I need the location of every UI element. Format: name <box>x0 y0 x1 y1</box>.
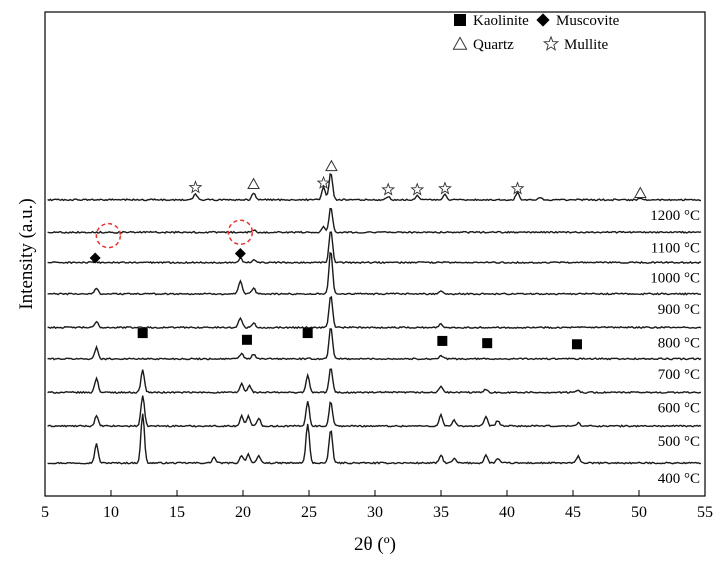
triangle-marker-8 <box>247 177 260 190</box>
x-tick-label-3: 20 <box>235 504 251 521</box>
x-tick-label-5: 30 <box>367 504 383 521</box>
temperature-labels: 400 °C 500 °C 600 °C 700 °C 800 °C 900 °C 1000… <box>650 208 700 487</box>
star-marker-13 <box>381 182 396 196</box>
series-line-7 <box>47 207 702 234</box>
series-label-5: 900 °C <box>658 302 700 318</box>
legend-symbol-diamond <box>536 13 550 27</box>
x-tick-label-9: 50 <box>631 504 647 521</box>
star-marker-12 <box>316 175 331 189</box>
legend-label-diamond: Muscovite <box>556 13 620 29</box>
square-marker-5 <box>571 339 582 350</box>
series-label-8: 1200 °C <box>650 208 700 224</box>
x-tick-label-1: 10 <box>103 504 119 521</box>
legend-label-triangle: Quartz <box>473 37 514 53</box>
x-tick-label-6: 35 <box>433 504 449 521</box>
highlight-circles <box>95 219 254 249</box>
star-marker-14 <box>410 182 425 196</box>
x-axis-ticks: 5 10 15 20 25 30 35 40 45 50 55 <box>41 490 713 521</box>
star-marker-16 <box>510 181 525 195</box>
y-axis-title: Intensity (a.u.) <box>16 198 37 309</box>
series-line-1 <box>47 395 702 428</box>
series-line-8 <box>47 173 702 202</box>
series-line-5 <box>47 251 701 296</box>
series-label-4: 800 °C <box>658 336 700 352</box>
x-tick-label-0: 5 <box>41 504 49 521</box>
legend-symbol-star <box>542 35 560 51</box>
triangle-marker-10 <box>633 186 647 198</box>
series-label-3: 700 °C <box>658 367 700 383</box>
diamond-marker-6 <box>89 252 101 264</box>
highlight-circle-1 <box>227 219 254 246</box>
diamond-marker-7 <box>234 248 246 260</box>
series-line-0 <box>47 413 702 465</box>
phase-markers <box>89 159 647 350</box>
square-marker-4 <box>482 338 493 349</box>
series-label-7: 1100 °C <box>651 240 700 256</box>
x-tick-label-4: 25 <box>301 504 317 521</box>
series-label-2: 600 °C <box>658 400 700 416</box>
legend-label-square: Kaolinite <box>473 13 529 29</box>
legend-label-star: Mullite <box>564 37 609 53</box>
series-line-6 <box>47 231 702 265</box>
series-line-3 <box>47 328 702 361</box>
x-tick-label-10: 55 <box>697 504 713 521</box>
series-label-1: 500 °C <box>658 434 700 450</box>
square-marker-0 <box>137 328 148 339</box>
series-line-4 <box>47 295 702 330</box>
x-tick-label-2: 15 <box>169 504 185 521</box>
triangle-marker-9 <box>325 159 338 172</box>
series-line-2 <box>47 368 702 395</box>
series-label-0: 400 °C <box>658 471 700 487</box>
star-marker-11 <box>188 180 203 194</box>
legend-symbol-square <box>454 14 466 26</box>
legend: Kaolinite Muscovite Quartz Mullite <box>452 13 620 53</box>
series-label-6: 1000 °C <box>650 271 700 287</box>
x-tick-label-8: 45 <box>565 504 581 521</box>
square-marker-1 <box>241 334 252 345</box>
highlight-circle-0 <box>95 222 122 249</box>
legend-symbol-triangle <box>452 36 468 50</box>
square-marker-3 <box>437 335 448 346</box>
x-tick-label-7: 40 <box>499 504 515 521</box>
star-marker-15 <box>438 181 452 195</box>
square-marker-2 <box>302 328 313 339</box>
x-axis-title: 2θ (º) <box>354 534 396 555</box>
spectra-group <box>47 173 702 465</box>
